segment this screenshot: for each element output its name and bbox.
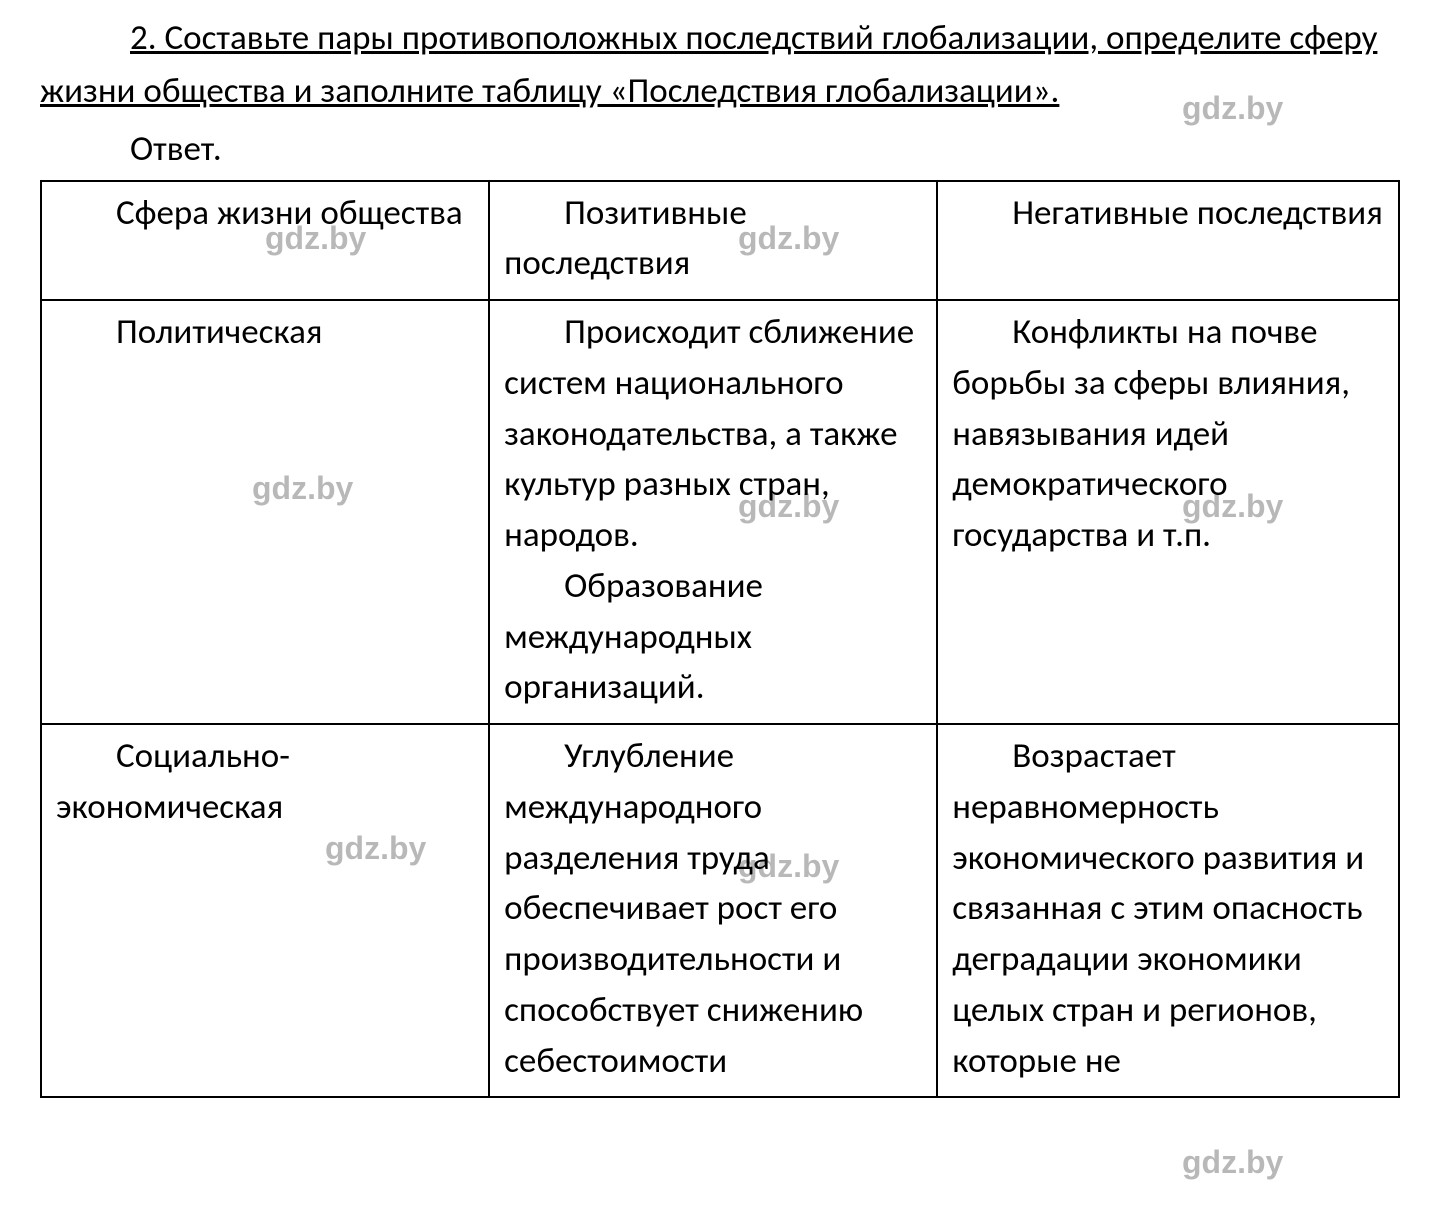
cell-positive: Углубление международного разделения тру…: [489, 724, 937, 1097]
header-negative: Негативные последствия: [937, 181, 1399, 301]
watermark-text: gdz.by: [1182, 1144, 1283, 1181]
header-sphere: Сфера жизни общества: [41, 181, 489, 301]
cell-positive: Происходит сближение систем национальног…: [489, 300, 937, 724]
cell-sphere-text: Политическая: [56, 307, 474, 358]
cell-positive-p1: Происходит сближение систем национальног…: [504, 307, 922, 561]
header-positive-text: Позитивные последствия: [504, 188, 922, 290]
table-header-row: Сфера жизни общества Позитивные последст…: [41, 181, 1399, 301]
cell-sphere: Социально-экономическая: [41, 724, 489, 1097]
cell-negative-text: Возрастает неравномерность экономическог…: [952, 731, 1384, 1086]
header-positive: Позитивные последствия: [489, 181, 937, 301]
cell-positive-p1: Углубление международного разделения тру…: [504, 731, 922, 1086]
answer-label: Ответ.: [40, 123, 1400, 176]
header-sphere-text: Сфера жизни общества: [56, 188, 474, 239]
header-negative-text: Негативные последствия: [952, 188, 1384, 239]
task-heading: 2. Составьте пары противоположных послед…: [40, 12, 1400, 117]
cell-negative-text: Конфликты на почве борьбы за сферы влиян…: [952, 307, 1384, 561]
table-row: Социально-экономическая Углубление между…: [41, 724, 1399, 1097]
cell-sphere: Политическая: [41, 300, 489, 724]
cell-sphere-text: Социально-экономическая: [56, 731, 474, 833]
cell-positive-p2: Образование международных организаций.: [504, 561, 922, 713]
document-page: 2. Составьте пары противоположных послед…: [0, 0, 1440, 1138]
table-row: Политическая Происходит сближение систем…: [41, 300, 1399, 724]
cell-negative: Конфликты на почве борьбы за сферы влиян…: [937, 300, 1399, 724]
cell-negative: Возрастает неравномерность экономическог…: [937, 724, 1399, 1097]
consequences-table: Сфера жизни общества Позитивные последст…: [40, 180, 1400, 1099]
